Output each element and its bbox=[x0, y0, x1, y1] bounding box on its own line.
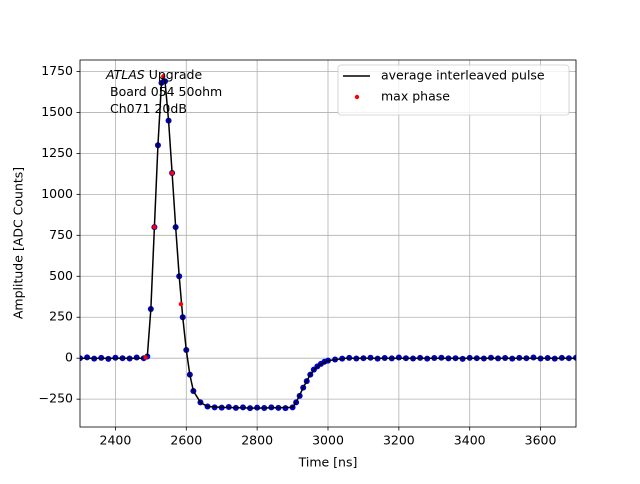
annotation: ATLAS Upgrade Board 054 50ohm Ch071 20dB bbox=[105, 67, 222, 116]
data-point bbox=[152, 224, 157, 230]
annotation-line: Upgrade bbox=[149, 67, 203, 82]
y-tick-label: 250 bbox=[49, 309, 73, 324]
x-tick-label: 2800 bbox=[241, 433, 273, 448]
annotation-line: Ch071 20dB bbox=[110, 101, 187, 116]
y-tick-label: 1750 bbox=[41, 63, 73, 78]
legend-label: average interleaved pulse bbox=[381, 68, 545, 83]
grid bbox=[80, 60, 576, 427]
annotation-line: Board 054 50ohm bbox=[110, 84, 222, 99]
data-point bbox=[161, 74, 166, 79]
data-point bbox=[178, 301, 184, 307]
annotation-line: ATLAS bbox=[105, 67, 145, 82]
y-tick-label: 1250 bbox=[41, 145, 73, 160]
x-tick-label: 2600 bbox=[170, 433, 202, 448]
legend-box bbox=[337, 64, 570, 116]
y-tick-label: −250 bbox=[39, 391, 73, 406]
x-tick-label: 2400 bbox=[100, 433, 132, 448]
line bbox=[80, 73, 576, 409]
y-tick-label: 1000 bbox=[41, 186, 73, 201]
data-point bbox=[169, 170, 175, 176]
x-tick-label: 3200 bbox=[383, 433, 415, 448]
legend-label: max phase bbox=[381, 89, 450, 104]
data-point bbox=[84, 354, 91, 361]
x-tick-label: 3600 bbox=[525, 433, 557, 448]
plot-area bbox=[80, 73, 576, 412]
y-tick-label: 1500 bbox=[41, 104, 73, 119]
legend: average interleaved pulse max phase bbox=[337, 64, 570, 116]
x-tick-label: 3400 bbox=[454, 433, 486, 448]
legend-swatch bbox=[354, 94, 360, 100]
y-tick-label: 0 bbox=[65, 350, 73, 365]
ticks: 2400 2600 2800 3000 3200 3400 3600 −250 0 250 500 7… bbox=[39, 63, 557, 448]
x-tick-label: 3000 bbox=[312, 433, 344, 448]
y-tick-label: 750 bbox=[49, 227, 73, 242]
y-axis-label: Amplitude [ADC Counts] bbox=[11, 167, 26, 319]
y-tick-label: 500 bbox=[49, 268, 73, 283]
data-point bbox=[143, 355, 148, 360]
x-axis-label: Time [ns] bbox=[298, 455, 358, 470]
